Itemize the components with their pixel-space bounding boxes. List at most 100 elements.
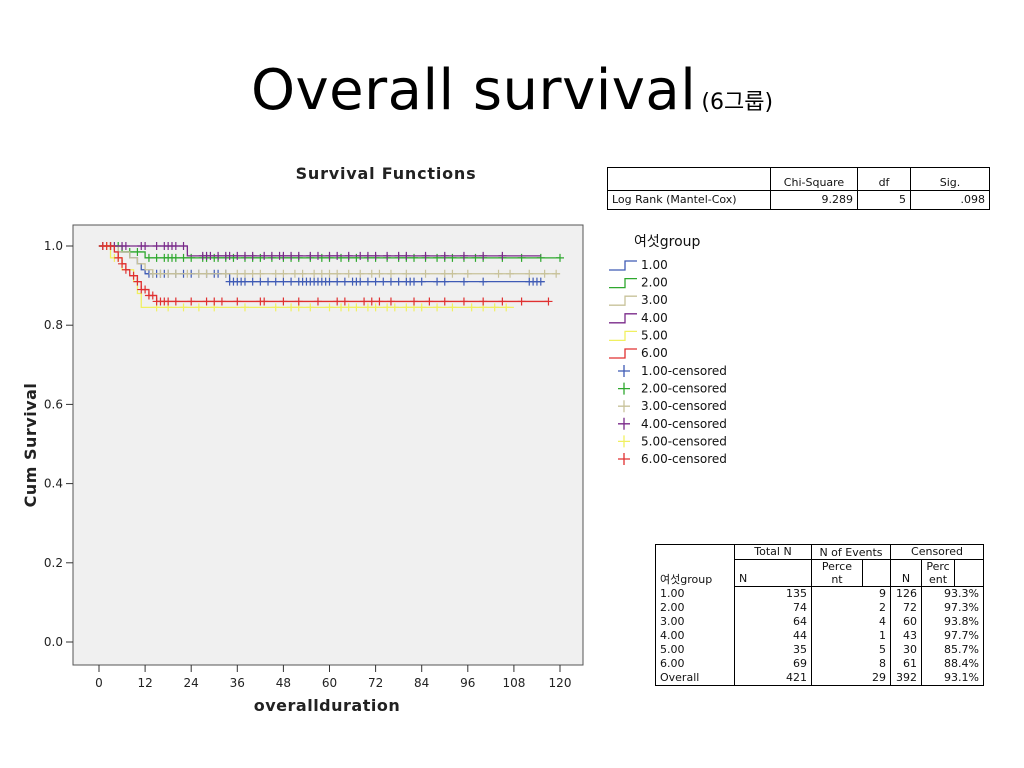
censored-mark — [459, 277, 468, 286]
case-events: 4 — [811, 615, 891, 629]
censored-mark — [410, 297, 419, 306]
censored-mark — [290, 269, 299, 278]
censored-mark — [440, 251, 449, 260]
censored-mark — [433, 253, 442, 262]
case-total: 74 — [734, 601, 812, 615]
censored-mark — [221, 269, 230, 278]
legend-censor-label: 1.00-censored — [641, 364, 727, 378]
legend-censor-label: 2.00-censored — [641, 382, 727, 396]
censored-mark — [317, 269, 326, 278]
censored-mark — [179, 303, 188, 312]
logrank-row-label: Log Rank (Mantel-Cox) — [612, 193, 737, 206]
logrank-header-df: df — [857, 167, 911, 191]
case-group: 4.00 — [660, 629, 685, 642]
logrank-chi-value: 9.289 — [770, 190, 858, 210]
censored-mark — [448, 269, 457, 278]
censored-mark — [375, 297, 384, 306]
censored-mark — [298, 269, 307, 278]
censored-mark — [421, 251, 430, 260]
logrank-corner — [607, 167, 771, 191]
censored-mark — [141, 285, 150, 294]
censored-mark — [367, 269, 376, 278]
legend-censor-label: 6.00-censored — [641, 452, 727, 466]
censored-mark — [556, 253, 564, 262]
censored-mark — [225, 251, 234, 260]
legend-censor-swatch — [618, 417, 630, 430]
case-header-percent: Perc ent — [921, 559, 955, 587]
censored-mark — [248, 277, 257, 286]
censored-mark — [352, 253, 361, 262]
legend-censor-swatch — [618, 453, 630, 465]
censored-mark — [287, 251, 296, 260]
case-table-row: Overall 421 29 392 93.1% — [656, 671, 984, 686]
case-total: 35 — [734, 643, 812, 657]
case-events: 5 — [811, 643, 891, 657]
case-censored: 392 — [890, 671, 922, 686]
censored-mark — [536, 253, 545, 262]
censored-mark — [333, 297, 342, 306]
legend-line-swatch — [609, 313, 637, 324]
censored-mark — [433, 277, 442, 286]
case-percent: 97.7% — [921, 629, 984, 643]
censored-mark — [256, 253, 265, 262]
legend-censor-label: 4.00-censored — [641, 417, 727, 431]
censored-mark — [344, 269, 353, 278]
legend-line-label: 3.00 — [641, 293, 668, 307]
censored-mark — [356, 269, 365, 278]
case-group: 3.00 — [660, 615, 685, 628]
censored-mark — [183, 269, 192, 278]
case-percent: 88.4% — [921, 657, 984, 671]
case-events: 2 — [811, 601, 891, 615]
censored-mark — [379, 277, 388, 286]
censored-mark — [459, 251, 468, 260]
censored-mark — [471, 253, 480, 262]
censored-mark — [313, 251, 322, 260]
censored-mark — [121, 265, 130, 274]
legend-line-swatch — [609, 295, 637, 306]
censored-mark — [267, 251, 276, 260]
censored-mark — [386, 297, 395, 306]
censored-mark — [287, 303, 296, 312]
case-header-total: Total N — [734, 544, 812, 560]
censored-mark — [217, 297, 226, 306]
case-summary-table: 여섯group Total N N of Events Censored N P… — [655, 544, 984, 686]
series-layer — [98, 242, 564, 312]
case-percent: 93.8% — [921, 615, 984, 629]
censored-mark — [279, 269, 288, 278]
censored-mark — [310, 269, 319, 278]
logrank-header-chi: Chi-Square — [770, 167, 858, 191]
censored-mark — [325, 269, 334, 278]
case-header-group: 여섯group — [660, 572, 713, 586]
censored-mark — [479, 251, 488, 260]
censored-mark — [333, 251, 342, 260]
legend: 여섯group 1.00 2.00 3.00 4.00 5.00 6.00 1.00-cen… — [609, 234, 727, 466]
censored-mark — [371, 303, 380, 312]
case-group: 2.00 — [660, 601, 685, 614]
case-table-row: 6.00 69 8 61 88.4% — [656, 657, 984, 671]
case-censored: 61 — [890, 657, 922, 671]
case-group: 1.00 — [660, 587, 685, 600]
censored-mark — [417, 277, 426, 286]
censored-mark — [233, 297, 242, 306]
case-total: 421 — [734, 671, 812, 686]
case-events: 9 — [811, 586, 891, 601]
censored-mark — [317, 253, 326, 262]
censored-mark — [187, 253, 196, 262]
case-group: Overall — [660, 671, 700, 684]
censored-mark — [340, 277, 349, 286]
censored-mark — [121, 242, 130, 250]
censored-mark — [448, 303, 457, 312]
censored-mark — [363, 303, 372, 312]
censored-mark — [306, 303, 315, 312]
censored-mark — [440, 297, 449, 306]
censored-mark — [179, 253, 188, 262]
censored-mark — [410, 277, 419, 286]
censored-mark — [129, 271, 138, 280]
case-censored: 30 — [890, 643, 922, 657]
x-axis: 0 12 24 36 48 60 72 84 96 108 120 — [95, 665, 571, 690]
censored-mark — [164, 269, 173, 278]
case-table-row: 4.00 44 1 43 97.7% — [656, 629, 984, 643]
censored-mark — [141, 242, 150, 250]
case-table-row: 2.00 74 2 72 97.3% — [656, 601, 984, 615]
slide-title-subtitle: (6그룹) — [701, 90, 774, 115]
